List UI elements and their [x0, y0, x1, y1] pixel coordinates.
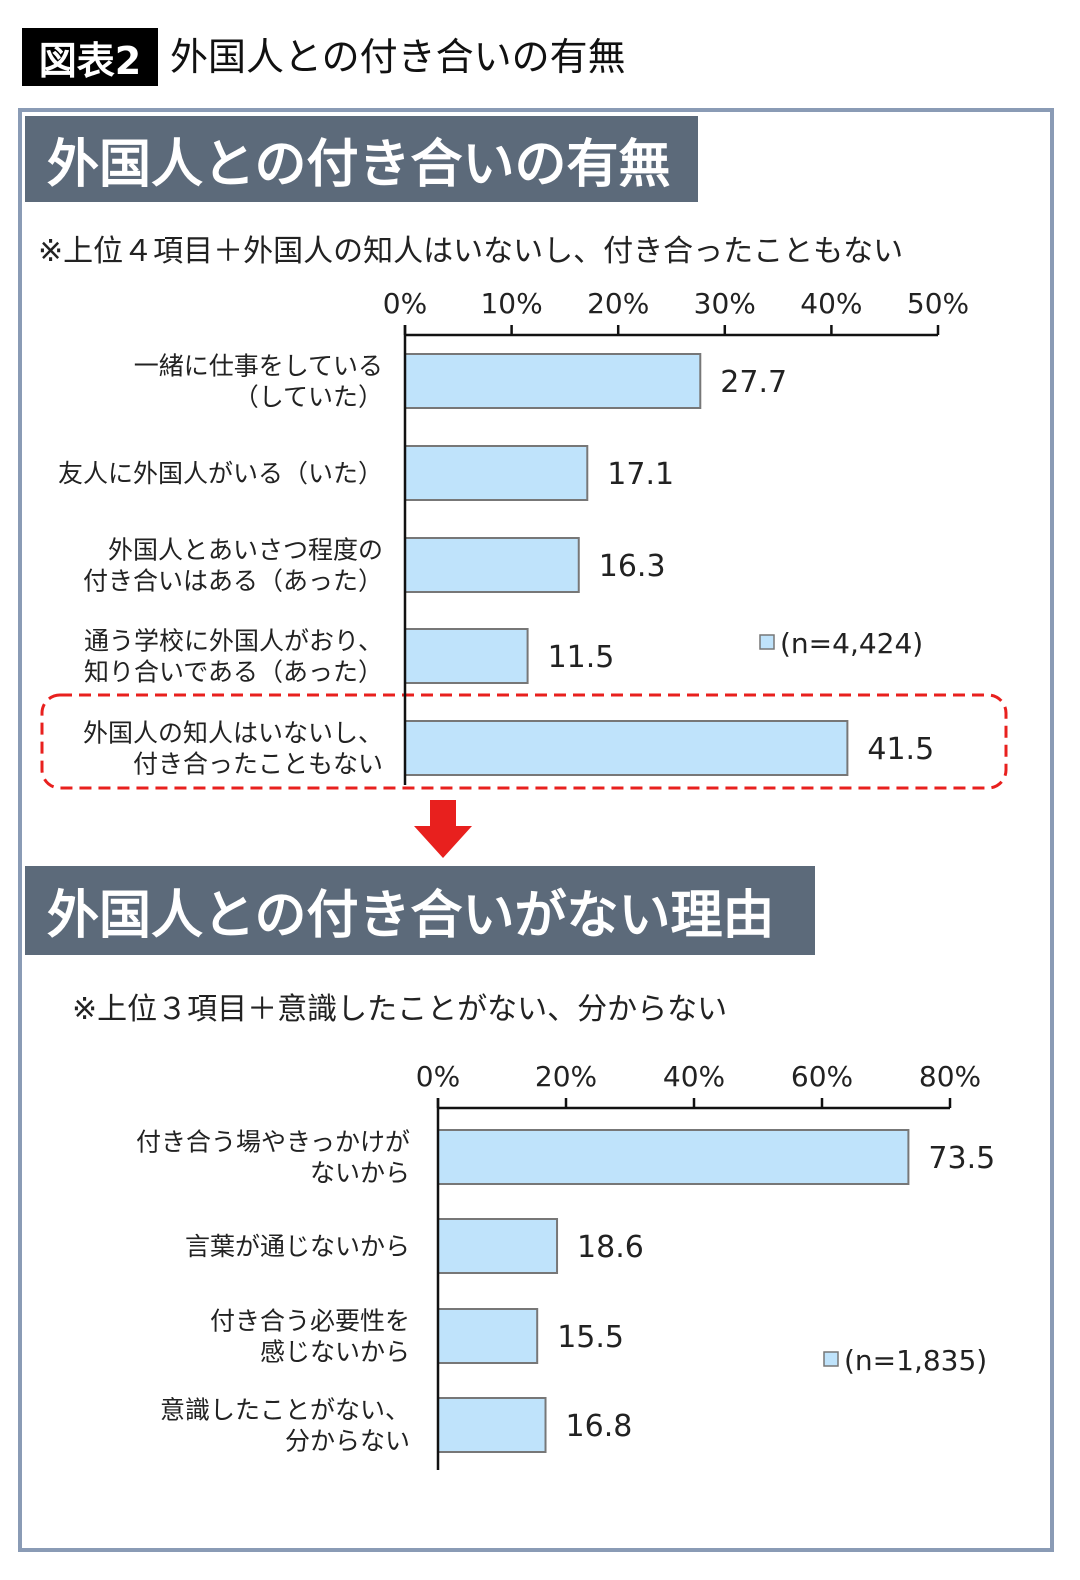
chart-frame [18, 108, 1054, 1552]
bar [404, 537, 580, 593]
x-tick-label: 10% [480, 287, 542, 320]
bar [404, 445, 589, 501]
category-label: 言葉が通じないから [185, 1232, 410, 1261]
category-label: 付き合う必要性を [210, 1307, 410, 1336]
x-tick-label: 40% [800, 287, 862, 320]
category-label: 付き合ったこともない [133, 750, 383, 779]
category-label: 外国人とあいさつ程度の [108, 536, 383, 565]
category-label: 一緒に仕事をしている [134, 352, 383, 381]
x-tick-label: 20% [587, 287, 649, 320]
value-label: 17.1 [607, 457, 674, 492]
bar [437, 1218, 559, 1274]
bar [404, 628, 529, 684]
legend-label: (n=1,835) [844, 1344, 987, 1377]
x-tick-label: 80% [919, 1060, 981, 1093]
bar [404, 353, 702, 409]
category-label: 付き合いはある（あった） [83, 567, 383, 596]
category-label: 外国人の知人はいないし、 [83, 719, 383, 748]
chart1-note: ※上位４項目＋外国人の知人はいないし、付き合ったこともない [38, 234, 904, 269]
x-tick-label: 60% [791, 1060, 853, 1093]
legend-swatch [823, 1351, 839, 1367]
x-tick-label: 40% [663, 1060, 725, 1093]
category-label: 通う学校に外国人がおり、 [84, 627, 383, 656]
value-label: 73.5 [928, 1141, 995, 1176]
value-label: 27.7 [720, 365, 787, 400]
value-label: 41.5 [867, 732, 934, 767]
category-label: 知り合いである（あった） [84, 658, 383, 687]
category-label: 意識したことがない、 [160, 1396, 410, 1425]
x-tick-label: 0% [416, 1060, 460, 1093]
x-tick-label: 20% [535, 1060, 597, 1093]
down-arrow-icon [414, 800, 472, 858]
bar [437, 1308, 539, 1364]
chart1-title: 外国人との付き合いの有無 [25, 116, 698, 202]
chart2-note: ※上位３項目＋意識したことがない、分からない [72, 992, 728, 1027]
x-tick-label: 30% [694, 287, 756, 320]
value-label: 16.3 [599, 549, 666, 584]
category-label: 感じないから [260, 1338, 410, 1367]
value-label: 16.8 [566, 1409, 633, 1444]
bar [437, 1397, 547, 1453]
figure-label: 図表2 [22, 28, 158, 86]
bar [437, 1129, 910, 1185]
value-label: 18.6 [577, 1230, 644, 1265]
legend-label: (n=4,424) [780, 627, 923, 660]
highlight-box [40, 693, 1008, 790]
category-label: ないから [310, 1159, 410, 1188]
bar [404, 720, 849, 776]
x-tick-label: 50% [907, 287, 969, 320]
value-label: 11.5 [548, 640, 615, 675]
category-label: 付き合う場やきっかけが [136, 1128, 410, 1157]
value-label: 15.5 [557, 1320, 624, 1355]
category-label: 友人に外国人がいる（いた） [58, 459, 383, 488]
x-tick-label: 0% [383, 287, 427, 320]
category-label: （していた） [234, 383, 383, 412]
figure-title: 外国人との付き合いの有無 [170, 35, 626, 79]
chart2-title: 外国人との付き合いがない理由 [25, 866, 815, 955]
legend-swatch [759, 634, 775, 650]
category-label: 分からない [285, 1427, 410, 1456]
